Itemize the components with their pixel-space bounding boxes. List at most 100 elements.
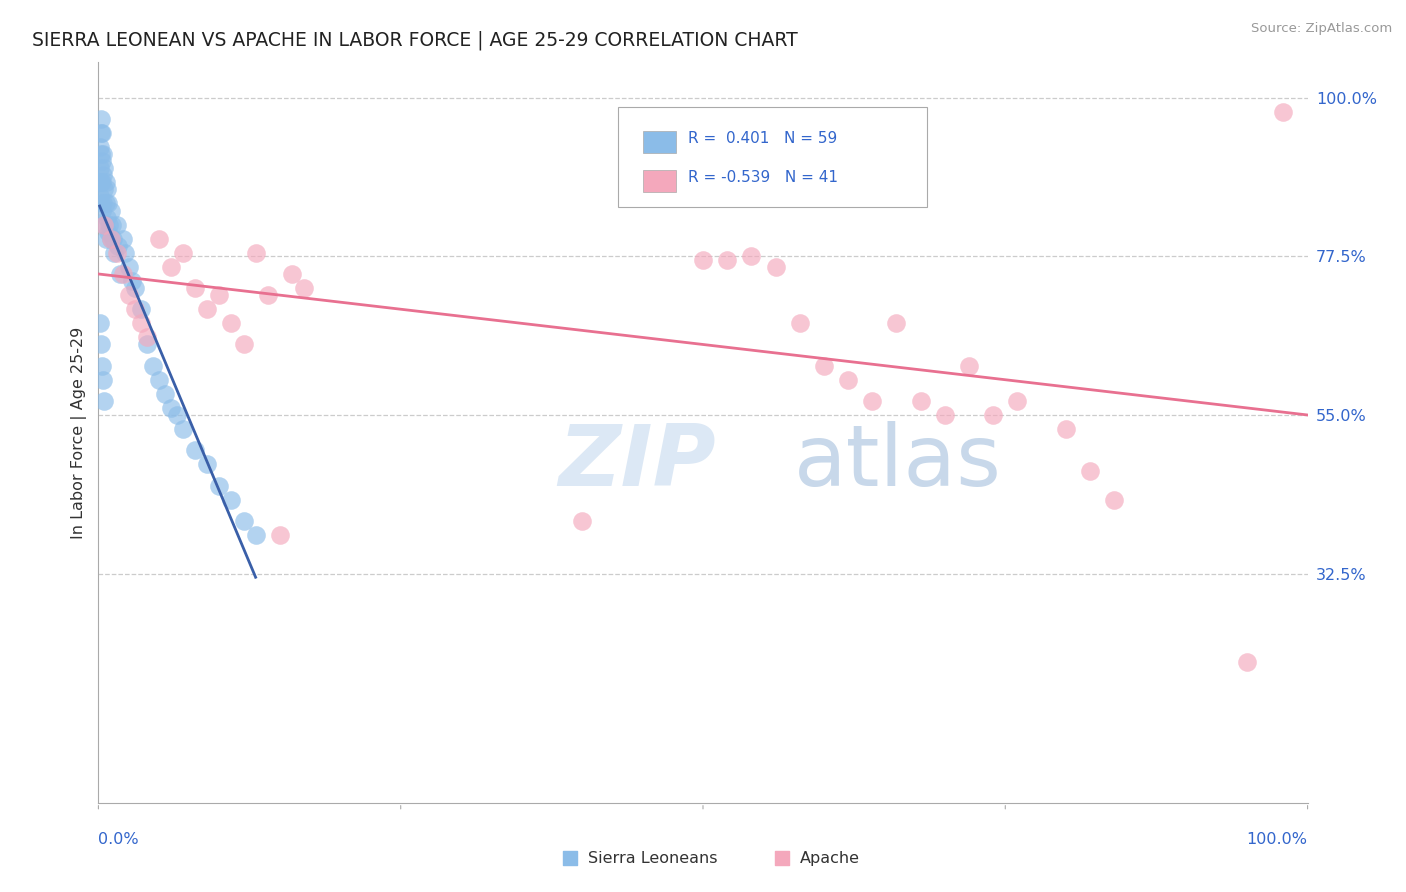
Point <box>716 252 738 267</box>
Point <box>142 359 165 373</box>
Point <box>91 168 114 182</box>
Point <box>208 288 231 302</box>
Point <box>91 175 114 189</box>
Point <box>111 267 134 281</box>
Point <box>100 232 122 246</box>
Point <box>89 316 111 330</box>
Point <box>89 161 111 176</box>
Point <box>100 232 122 246</box>
Point <box>101 232 124 246</box>
Point <box>93 218 115 232</box>
Text: 0.0%: 0.0% <box>98 832 139 847</box>
Point <box>245 245 267 260</box>
FancyBboxPatch shape <box>619 107 927 207</box>
Point <box>148 373 170 387</box>
Point <box>129 316 152 330</box>
Point <box>90 196 112 211</box>
Point <box>108 267 131 281</box>
Point <box>94 196 117 211</box>
Text: Apache: Apache <box>800 851 859 866</box>
Text: 100.0%: 100.0% <box>1247 832 1308 847</box>
Point <box>740 249 762 263</box>
Text: atlas: atlas <box>793 421 1001 504</box>
Point <box>91 203 114 218</box>
Point <box>195 302 218 317</box>
Point <box>90 112 112 126</box>
Point <box>160 260 183 274</box>
Point <box>172 422 194 436</box>
Point <box>105 245 128 260</box>
Point <box>1236 655 1258 669</box>
Point <box>90 337 112 351</box>
Point <box>1054 422 1077 436</box>
Point <box>1102 492 1125 507</box>
Point <box>90 147 112 161</box>
Point <box>100 218 122 232</box>
Text: ZIP: ZIP <box>558 421 716 504</box>
Point <box>98 218 121 232</box>
Point <box>121 274 143 288</box>
Point <box>692 252 714 267</box>
Point <box>148 232 170 246</box>
Point <box>837 373 859 387</box>
Point <box>957 359 980 373</box>
Point <box>114 245 136 260</box>
Bar <box>643 130 676 153</box>
Point <box>770 848 793 863</box>
Text: Source: ZipAtlas.com: Source: ZipAtlas.com <box>1251 22 1392 36</box>
Point <box>269 528 291 542</box>
Point <box>1272 104 1295 119</box>
Point <box>124 302 146 317</box>
Point <box>91 126 114 140</box>
Point <box>124 281 146 295</box>
Point <box>1078 464 1101 478</box>
Point <box>91 154 114 169</box>
Point <box>184 281 207 295</box>
Point <box>96 211 118 225</box>
Point <box>160 401 183 415</box>
Point <box>910 393 932 408</box>
Point <box>97 196 120 211</box>
Point <box>91 359 114 373</box>
Point <box>281 267 304 281</box>
Point <box>94 232 117 246</box>
Point <box>89 140 111 154</box>
Text: Sierra Leoneans: Sierra Leoneans <box>588 851 717 866</box>
Point <box>93 218 115 232</box>
Point <box>100 203 122 218</box>
Point <box>221 316 243 330</box>
Point <box>91 373 114 387</box>
Point <box>232 337 254 351</box>
Point <box>135 337 157 351</box>
Point <box>107 239 129 253</box>
Point <box>860 393 883 408</box>
Point <box>232 514 254 528</box>
Point <box>558 848 581 863</box>
Point <box>90 175 112 189</box>
Point <box>184 443 207 458</box>
Point <box>221 492 243 507</box>
Point <box>256 288 278 302</box>
Point <box>118 288 141 302</box>
Y-axis label: In Labor Force | Age 25-29: In Labor Force | Age 25-29 <box>72 326 87 539</box>
Point <box>245 528 267 542</box>
Point <box>765 260 787 274</box>
Text: R =  0.401   N = 59: R = 0.401 N = 59 <box>689 131 838 146</box>
Point <box>166 408 188 422</box>
Point <box>1007 393 1029 408</box>
Point <box>981 408 1004 422</box>
Text: SIERRA LEONEAN VS APACHE IN LABOR FORCE | AGE 25-29 CORRELATION CHART: SIERRA LEONEAN VS APACHE IN LABOR FORCE … <box>32 30 797 50</box>
Point <box>96 182 118 196</box>
Point <box>94 175 117 189</box>
Point <box>103 245 125 260</box>
Point <box>135 330 157 344</box>
Bar <box>643 169 676 192</box>
Point <box>129 302 152 317</box>
Point <box>91 147 114 161</box>
Point <box>93 393 115 408</box>
Text: R = -0.539   N = 41: R = -0.539 N = 41 <box>689 170 838 186</box>
Point <box>93 161 115 176</box>
Point <box>93 182 115 196</box>
Point <box>91 196 114 211</box>
Point <box>292 281 315 295</box>
